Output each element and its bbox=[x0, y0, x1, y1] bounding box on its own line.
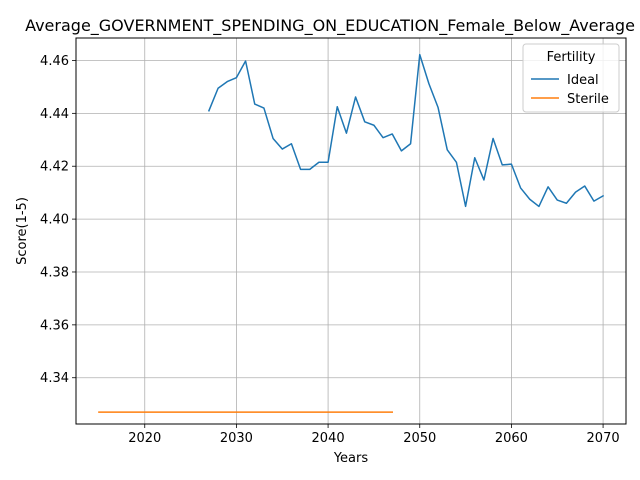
y-axis-label: Score(1-5) bbox=[15, 197, 30, 265]
x-tick-label: 2030 bbox=[220, 431, 253, 446]
y-tick-label: 4.44 bbox=[40, 107, 69, 122]
y-tick-label: 4.42 bbox=[40, 160, 69, 175]
x-axis-ticks: 2020 2030 2040 2050 2060 2070 bbox=[128, 424, 620, 446]
legend-box bbox=[522, 43, 620, 113]
chart-title: Average_GOVERNMENT_SPENDING_ON_EDUCATION… bbox=[25, 16, 635, 36]
y-tick-label: 4.40 bbox=[40, 213, 69, 228]
x-tick-label: 2070 bbox=[587, 431, 620, 446]
legend-label-ideal: Ideal bbox=[567, 73, 599, 88]
y-tick-label: 4.46 bbox=[40, 54, 69, 69]
legend-label-sterile: Sterile bbox=[567, 92, 609, 107]
legend: Fertility Ideal Sterile bbox=[522, 43, 620, 113]
x-tick-label: 2040 bbox=[312, 431, 345, 446]
plot-frame bbox=[75, 37, 627, 425]
x-tick-label: 2020 bbox=[128, 431, 161, 446]
y-tick-label: 4.34 bbox=[40, 371, 69, 386]
x-axis-label: Years bbox=[333, 451, 369, 466]
series-layer bbox=[98, 53, 605, 413]
grid-lines bbox=[76, 38, 626, 424]
y-tick-label: 4.38 bbox=[40, 265, 69, 280]
legend-title: Fertility bbox=[547, 50, 596, 65]
x-tick-label: 2060 bbox=[495, 431, 528, 446]
x-tick-label: 2050 bbox=[403, 431, 436, 446]
series-line-ideal bbox=[207, 53, 605, 208]
y-tick-label: 4.36 bbox=[40, 318, 69, 333]
y-axis-ticks: 4.34 4.36 4.38 4.40 4.42 4.44 4.46 bbox=[40, 54, 76, 386]
